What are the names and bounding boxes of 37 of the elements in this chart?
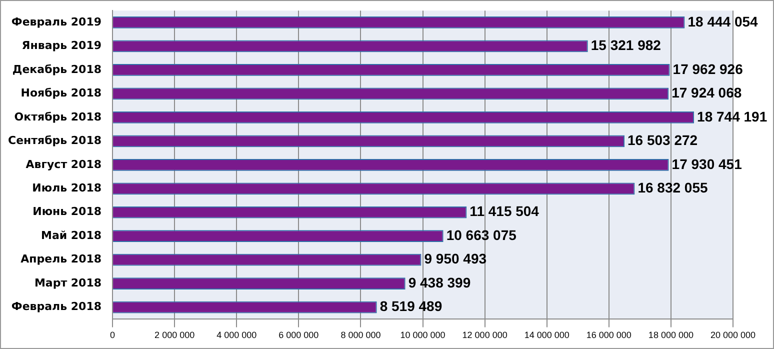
y-tick-label: Май 2018: [40, 228, 102, 242]
data-label: 17 930 451: [672, 156, 742, 172]
x-tick-label: 8 000 000: [340, 330, 381, 340]
data-label: 9 438 399: [408, 274, 471, 290]
data-label: 15 321 982: [590, 37, 662, 54]
x-tick-label: 4 000 000: [216, 330, 257, 340]
data-label: 10 663 075: [446, 226, 517, 243]
x-tick-label: 2 000 000: [154, 330, 195, 340]
y-tick-label: Июль 2018: [32, 182, 102, 194]
y-tick-label: Январь 2019: [22, 39, 102, 52]
y-tick-label: Август 2018: [26, 158, 102, 171]
data-label: 9 950 493: [424, 250, 487, 267]
data-label: 8 519 489: [380, 298, 442, 314]
x-tick-label: 10 000 000: [400, 330, 446, 340]
x-tick-label: 14 000 000: [524, 330, 570, 340]
y-tick-label: Март 2018: [34, 276, 102, 290]
x-tick-label: 6 000 000: [278, 330, 319, 340]
data-label: 11 415 504: [470, 203, 540, 220]
y-tick-label: Октябрь 2018: [14, 110, 102, 124]
y-tick-label: Ноябрь 2018: [20, 86, 102, 100]
x-tick-label: 18 000 000: [648, 330, 694, 340]
data-label: 17 924 068: [672, 84, 742, 101]
y-tick-label: Сентябрь 2018: [8, 134, 102, 148]
x-tick-label: 0: [110, 330, 116, 340]
data-label: 16 503 272: [628, 132, 698, 148]
y-tick-label: Февраль 2018: [11, 300, 102, 314]
x-tick-label: 12 000 000: [462, 330, 508, 340]
y-tick-label: Декабрь 2018: [12, 62, 102, 76]
data-label: 17 962 926: [672, 60, 744, 77]
data-label: 16 832 055: [638, 180, 708, 196]
x-tick-label: 16 000 000: [586, 330, 632, 340]
y-tick-label: Июнь 2018: [32, 205, 102, 218]
y-tick-label: Апрель 2018: [20, 252, 102, 266]
y-tick-label: Февраль 2019: [11, 15, 102, 28]
data-label: 18 744 191: [697, 108, 768, 124]
data-label: 18 444 054: [688, 13, 758, 30]
x-tick-label: 20 000 000: [710, 330, 756, 340]
